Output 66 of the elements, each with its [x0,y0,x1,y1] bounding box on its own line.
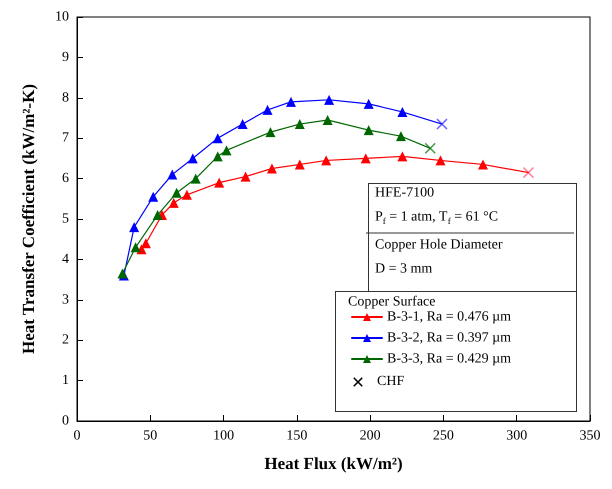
point [397,106,408,117]
point [222,145,232,156]
x-tick-label: 150 [286,428,308,444]
point [478,159,488,170]
point [262,104,273,115]
x-tick-label: 350 [580,428,600,444]
x-tick-label: 50 [143,428,158,444]
point [188,153,198,164]
legend-label: B-3-1, Ra = 0.476 µm [387,310,512,324]
point [214,178,224,188]
point [436,118,448,130]
point [240,172,251,182]
point [152,210,163,220]
point [397,151,408,162]
y-tick-label: 3 [62,292,69,308]
x-tick-label: 300 [506,428,528,444]
point [130,242,141,252]
y-tick-label: 9 [62,50,69,65]
annotation: D = 3 mm [375,262,432,276]
point [266,164,277,174]
annotation: HFE-7100 [375,186,434,200]
point [148,192,158,202]
legend-label: B-3-2, Ra = 0.397 µm [387,330,512,346]
point [265,127,276,138]
y-tick-label: 5 [62,212,69,226]
point [324,94,334,105]
point [167,170,178,180]
y-tick-label: 6 [62,171,69,186]
annotation: Copper Hole Diameter [375,238,503,252]
point [140,238,151,248]
annotation: CHF [377,374,404,390]
x-tick-label: 250 [432,428,454,444]
y-tick-label: 8 [62,90,69,106]
point [212,133,223,144]
legend-label: B-3-3, Ra = 0.429 µm [387,352,512,366]
point [172,188,182,198]
x-tick-label: 0 [74,428,80,444]
legend-title: Copper Surface [348,294,436,310]
point [238,119,248,130]
x-tick-label: 100 [213,428,234,444]
y-tick-label: 2 [62,332,69,348]
point [322,115,333,126]
point [286,96,296,107]
point [364,98,374,109]
point [424,142,436,154]
point [360,153,371,164]
point [321,155,332,166]
point [396,131,406,142]
y-tick-label: 0 [62,414,69,428]
point [190,174,201,184]
point [168,198,179,208]
point [129,222,140,232]
y-tick-label: 1 [62,373,69,388]
point [294,119,305,130]
point [435,155,446,166]
y-tick-label: 4 [62,252,69,267]
y-tick-label: 10 [55,10,69,24]
x-axis-title: Heat Flux (kW/m²) [264,454,403,473]
y-axis-title: Heat Transfer Coefficient (kW/m²-K) [19,84,38,354]
y-tick-label: 7 [62,130,69,146]
point [182,190,192,200]
point [522,166,534,178]
point [212,151,223,162]
point [364,125,374,136]
point [294,159,305,170]
x-tick-label: 200 [360,428,381,444]
